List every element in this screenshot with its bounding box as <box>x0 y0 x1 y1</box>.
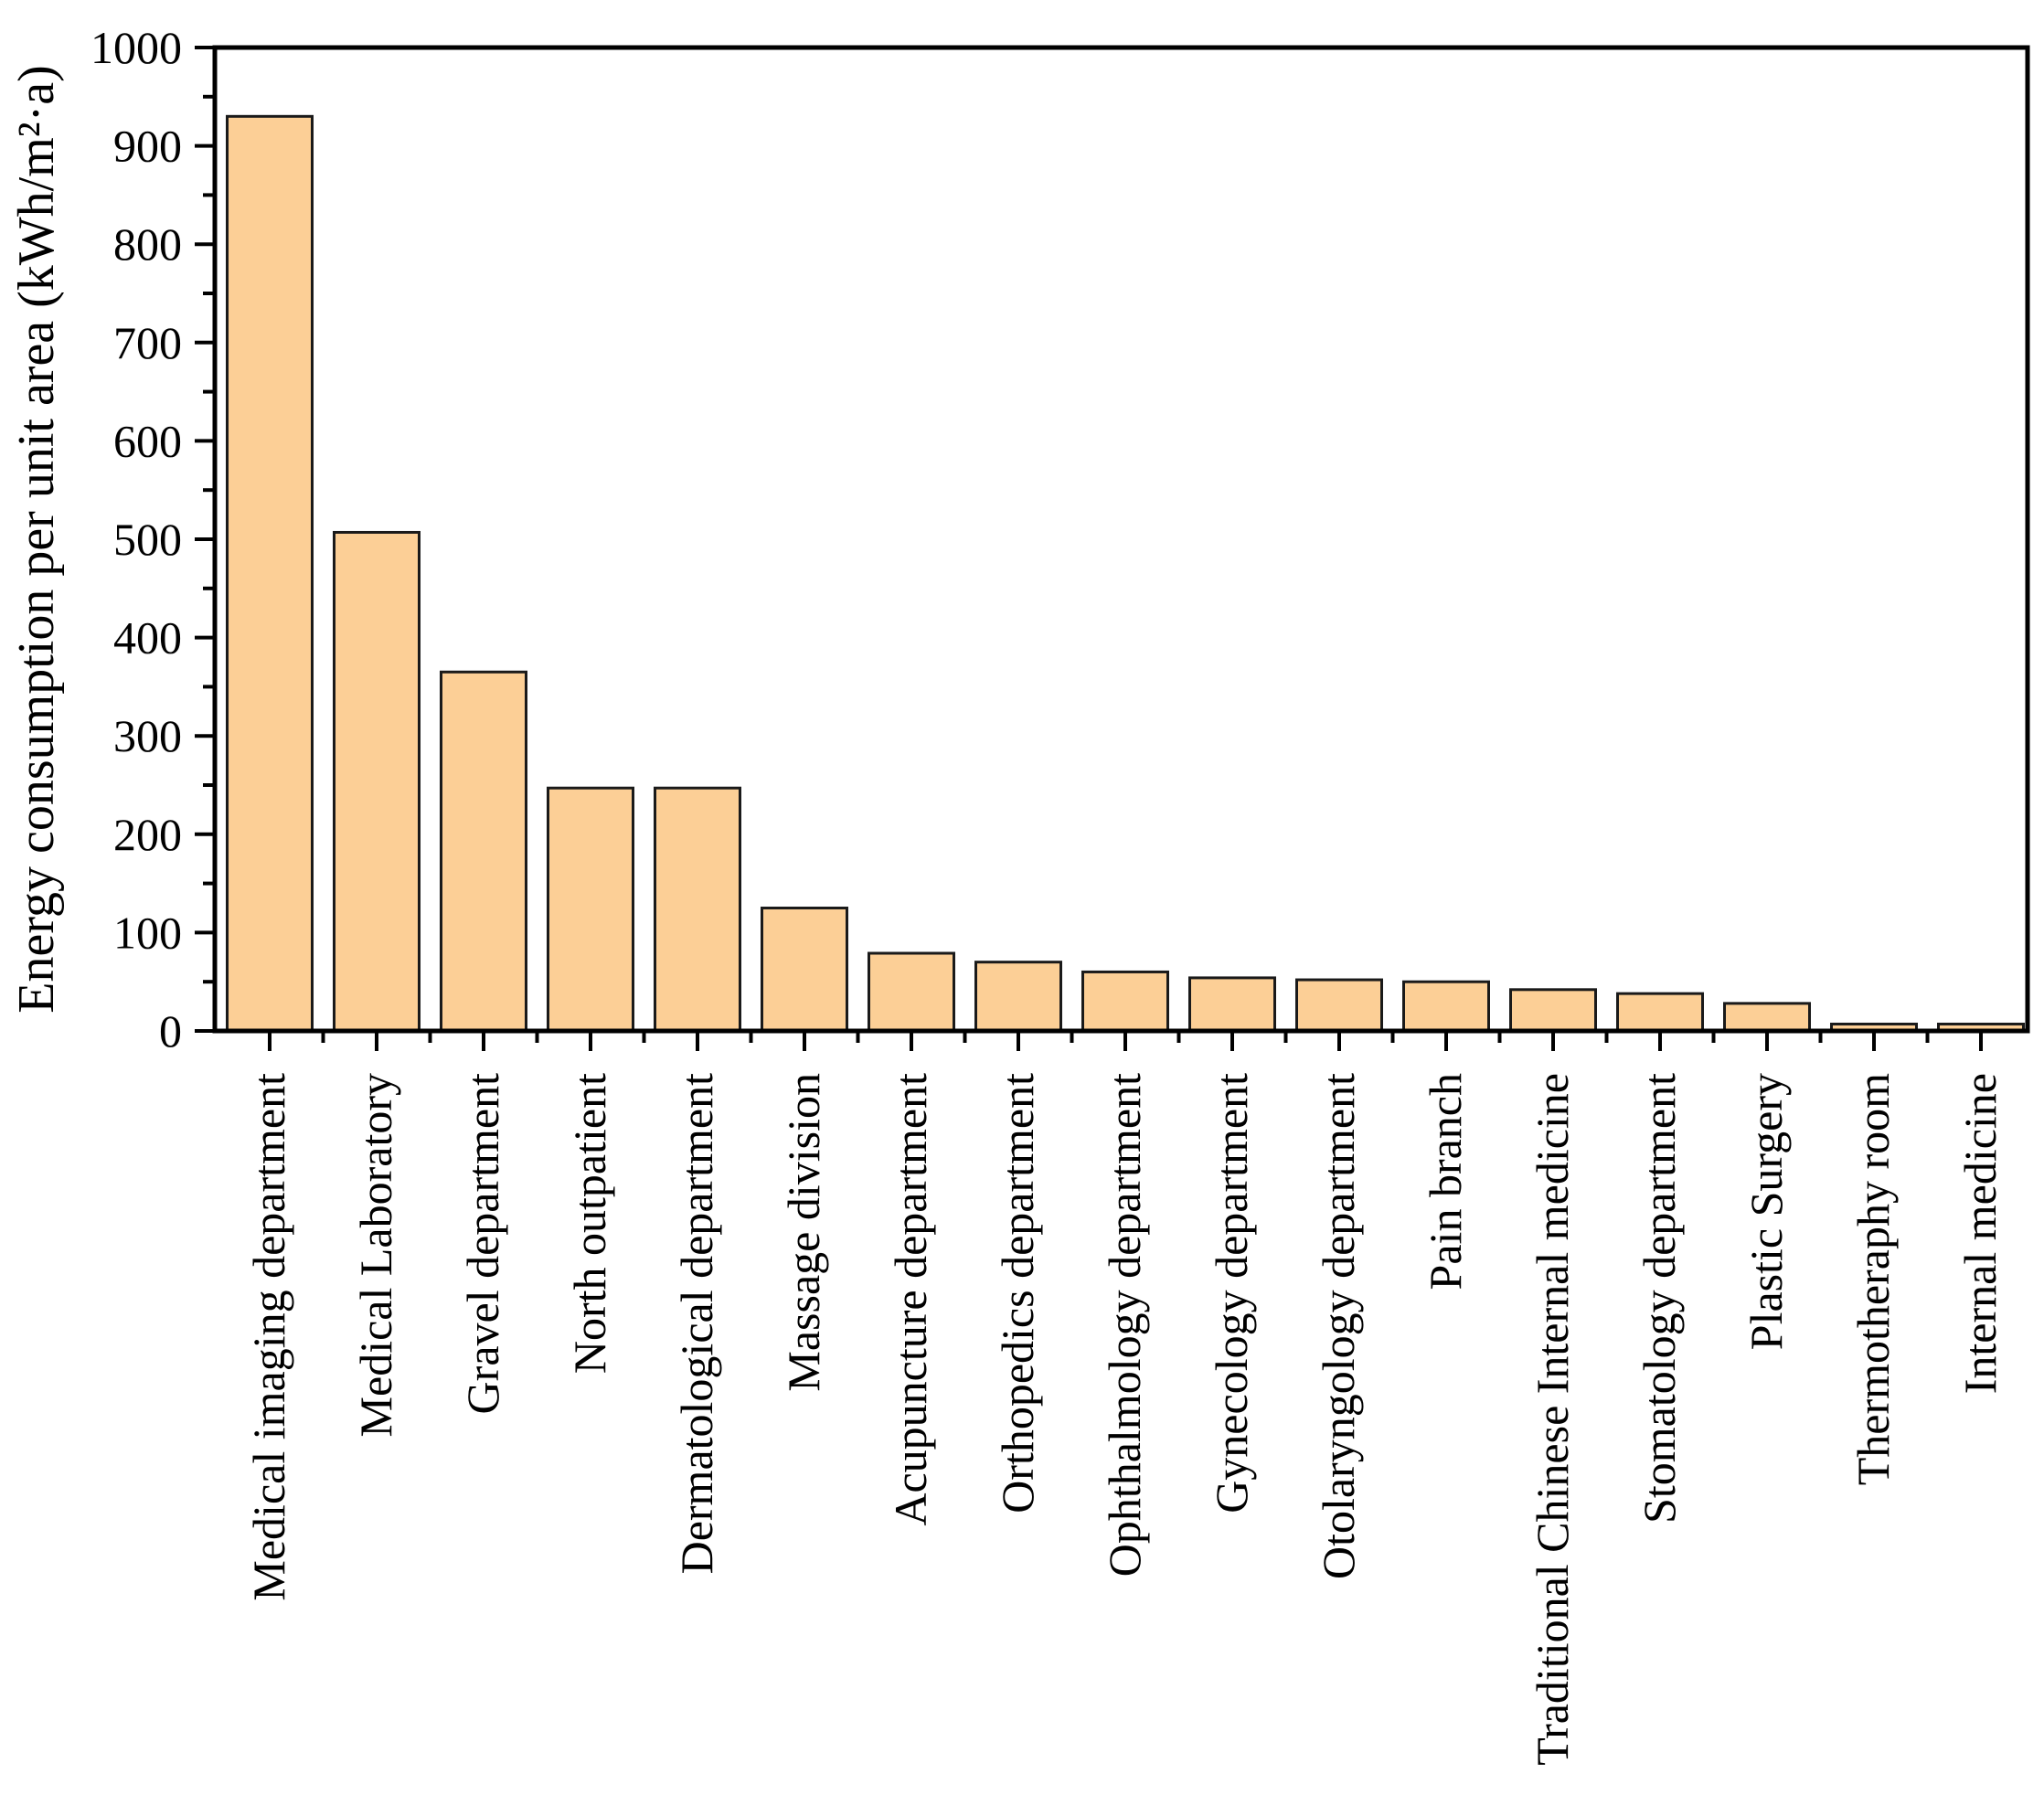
y-tick-label: 800 <box>113 218 182 270</box>
bar-15 <box>1723 1002 1811 1033</box>
bar-10 <box>1188 976 1276 1033</box>
x-category-label: Pain branch <box>1420 1073 1471 1290</box>
x-category-label: Gynecology department <box>1206 1073 1257 1514</box>
bar-8 <box>974 961 1062 1033</box>
x-category-label: Acupuncture department <box>885 1073 936 1526</box>
x-category-label: Massage division <box>778 1073 829 1392</box>
bar-11 <box>1295 978 1383 1033</box>
x-category-label: Gravel department <box>457 1073 508 1415</box>
x-category-label: Stomatology department <box>1634 1073 1685 1524</box>
bar-6 <box>761 907 848 1033</box>
y-tick-label: 900 <box>113 121 182 172</box>
bar-3 <box>440 670 527 1033</box>
y-tick-label: 700 <box>113 317 182 368</box>
bar-14 <box>1616 992 1704 1033</box>
bar-1 <box>226 114 314 1033</box>
bar-2 <box>333 530 421 1033</box>
x-category-label: Thermotheraphy room <box>1847 1073 1899 1485</box>
x-category-label: Medical imaging department <box>243 1073 294 1601</box>
y-tick-label: 0 <box>159 1005 182 1057</box>
y-tick-label: 600 <box>113 415 182 466</box>
x-category-label: Ophthalmology department <box>1099 1073 1150 1577</box>
x-category-label: Orthopedics department <box>992 1073 1043 1514</box>
bar-9 <box>1081 970 1169 1033</box>
y-tick-label: 1000 <box>90 22 182 73</box>
bar-7 <box>868 951 955 1033</box>
x-category-label: Otolaryngology department <box>1313 1073 1364 1579</box>
x-category-label: Plastic Surgery <box>1741 1073 1792 1350</box>
y-tick-label: 200 <box>113 809 182 860</box>
plot-area: 0 100 200 300 400 500 600 700 800 900 1000 Medical … <box>90 22 2030 1766</box>
y-axis-title: Energy consumption per unit area (kWh/m²… <box>8 65 65 1013</box>
x-category-label: Traditional Chinese Internal medicine <box>1527 1073 1578 1766</box>
y-tick-label: 300 <box>113 710 182 761</box>
y-tick-label: 100 <box>113 907 182 958</box>
plot-frame <box>212 45 2030 1034</box>
bar-5 <box>654 786 741 1033</box>
y-tick-label: 400 <box>113 612 182 664</box>
x-category-label: Medical Laboratory <box>350 1073 401 1437</box>
bar-13 <box>1509 988 1597 1033</box>
y-tick-label: 500 <box>113 514 182 565</box>
bar-12 <box>1402 980 1490 1033</box>
x-category-label: North outpatient <box>564 1073 615 1374</box>
x-category-label: Internal medicine <box>1954 1073 2006 1394</box>
bar-4 <box>547 786 634 1033</box>
x-category-label: Dermatological department <box>671 1073 722 1574</box>
